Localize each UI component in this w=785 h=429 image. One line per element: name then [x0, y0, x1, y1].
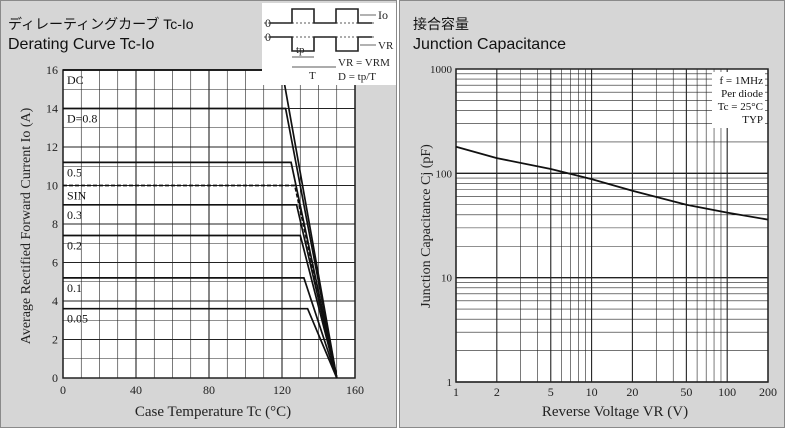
derating-x-tick: 120	[273, 383, 291, 397]
derating-series-line	[63, 203, 338, 379]
capacitance-y-tick: 100	[436, 168, 453, 180]
capacitance-annotation: Per diode	[721, 88, 763, 100]
derating-y-tick: 8	[52, 217, 58, 231]
derating-series-label: 0.3	[67, 208, 82, 222]
capacitance-x-tick: 50	[680, 385, 692, 399]
derating-tick-labels: 0 40 80 120 160 0 2 4 6 8 10 12 14 16	[46, 63, 364, 397]
capacitance-annotation: f = 1MHz	[720, 75, 764, 87]
inset-zero-top: 0	[265, 16, 271, 30]
derating-series-line	[63, 234, 338, 379]
inset-vr-label: VR	[378, 40, 394, 52]
derating-series-label: 0.5	[67, 165, 82, 179]
derating-series-label: D=0.8	[67, 112, 97, 126]
derating-title-jp: ディレーティングカーブ Tc-Io	[8, 16, 194, 32]
capacitance-x-tick: 200	[759, 385, 777, 399]
capacitance-annotation: TYP	[742, 114, 763, 126]
inset-t-label: T	[309, 70, 316, 82]
capacitance-x-tick: 100	[718, 385, 736, 399]
derating-y-tick: 2	[52, 333, 58, 347]
capacitance-x-tick: 5	[548, 385, 554, 399]
capacitance-tick-labels: 1 2 5 10 20 50 100 200 1 10 100 1000	[430, 64, 777, 399]
capacitance-x-axis-label: Reverse Voltage VR (V)	[542, 404, 688, 420]
derating-series-line	[63, 184, 338, 379]
derating-title-en: Derating Curve Tc-Io	[8, 36, 155, 53]
inset-io-label: Io	[378, 8, 388, 22]
derating-series-label: 0.2	[67, 239, 82, 253]
derating-y-tick: 14	[46, 102, 58, 116]
inset-background	[262, 3, 396, 85]
capacitance-y-axis-label: Junction Capacitance Cj (pF)	[419, 144, 434, 308]
derating-x-tick: 160	[346, 383, 364, 397]
capacitance-y-tick: 1000	[430, 64, 453, 76]
capacitance-title-jp: 接合容量	[413, 16, 469, 32]
capacitance-series	[455, 145, 769, 221]
capacitance-x-tick: 2	[494, 385, 500, 399]
derating-y-tick: 16	[46, 63, 58, 77]
derating-x-tick: 80	[203, 383, 215, 397]
capacitance-annotation: Tc = 25°C	[718, 101, 763, 113]
derating-series-label: SIN	[67, 189, 87, 203]
derating-chart: 0 40 80 120 160 0 2 4 6 8 10 12 14 16 DC D=0.8 0.5 SIN 0.…	[19, 63, 364, 420]
derating-x-axis-label: Case Temperature Tc (°C)	[135, 404, 291, 420]
derating-y-tick: 6	[52, 256, 58, 270]
derating-series-labels: DC D=0.8 0.5 SIN 0.3 0.2 0.1 0.05	[67, 73, 97, 326]
derating-x-tick: 40	[130, 383, 142, 397]
derating-series-label: DC	[67, 73, 84, 87]
derating-series-line	[63, 107, 338, 379]
derating-series-line	[63, 307, 338, 379]
waveform-inset: 0 Io 0 VR tp T VR = VRM D = tp/T	[262, 3, 396, 85]
derating-y-tick: 12	[46, 140, 58, 154]
derating-y-tick: 0	[52, 371, 58, 385]
derating-y-tick: 10	[46, 179, 58, 193]
capacitance-y-tick: 10	[441, 273, 453, 285]
derating-series	[63, 69, 338, 379]
derating-y-tick: 4	[52, 294, 58, 308]
capacitance-x-tick: 1	[453, 385, 459, 399]
capacitance-x-tick: 20	[626, 385, 638, 399]
derating-y-axis-label: Average Rectified Forward Current Io (A)	[19, 107, 34, 344]
inset-duty-label: D = tp/T	[338, 71, 376, 83]
capacitance-series-line	[455, 145, 769, 221]
capacitance-title-en: Junction Capacitance	[413, 36, 566, 53]
derating-x-tick: 0	[60, 383, 66, 397]
capacitance-annotation-box	[712, 72, 765, 128]
derating-series-label: 0.05	[67, 312, 88, 326]
capacitance-y-tick: 1	[447, 377, 453, 389]
inset-tp-label: tp	[296, 44, 305, 56]
derating-series-line	[63, 277, 338, 379]
capacitance-x-tick: 10	[586, 385, 598, 399]
derating-series-label: 0.1	[67, 281, 82, 295]
inset-zero-bottom: 0	[265, 30, 271, 44]
inset-vrm-label: VR = VRM	[338, 57, 390, 69]
